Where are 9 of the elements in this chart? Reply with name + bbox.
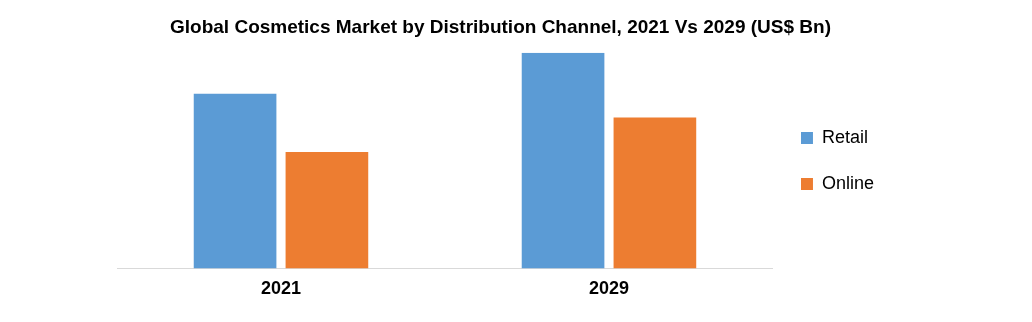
x-tick-label: 2021 xyxy=(260,278,302,299)
bar xyxy=(193,93,277,269)
bar xyxy=(521,52,605,269)
bar xyxy=(285,151,369,269)
bar xyxy=(613,117,697,269)
legend-label: Online xyxy=(821,172,874,193)
x-tick-label: 2029 xyxy=(588,278,629,299)
chart-title: Global Cosmetics Market by Distribution Channel, 2021 Vs 2029 (US$ Bn) xyxy=(170,15,831,37)
legend-label: Retail xyxy=(821,126,868,147)
